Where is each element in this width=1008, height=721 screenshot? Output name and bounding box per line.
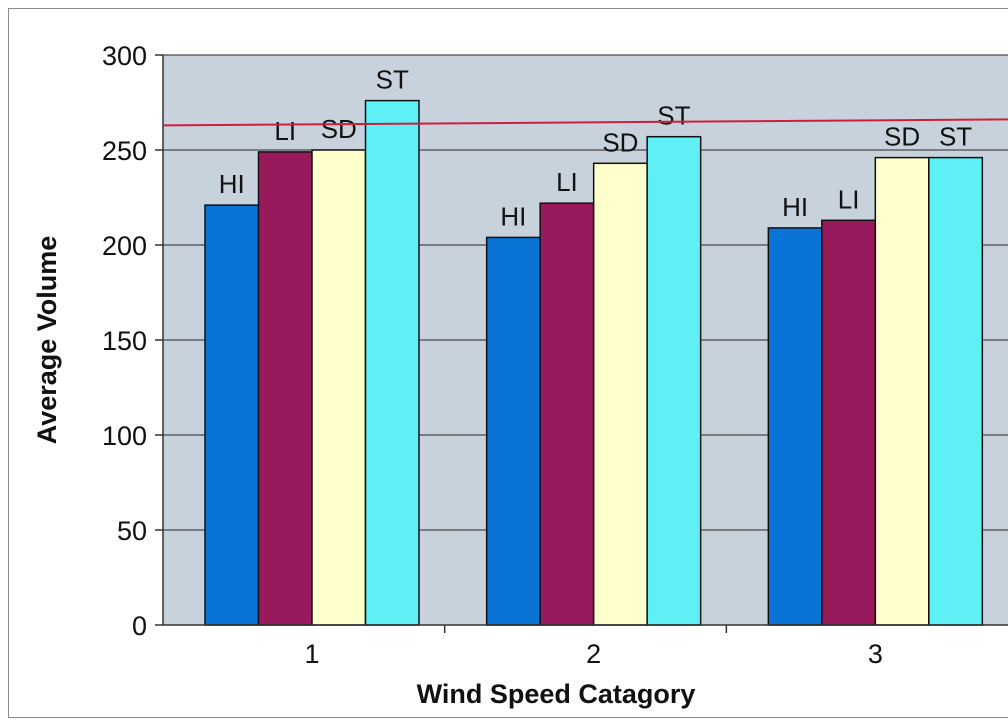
y-tick-label: 100	[102, 421, 147, 451]
bar-sd-2	[592, 162, 648, 626]
y-axis-title: Average Volume	[32, 236, 62, 445]
bar-sd-1	[311, 149, 367, 626]
y-tick-label: 150	[102, 326, 147, 356]
y-tick-label: 0	[132, 611, 147, 641]
bar-label: HI	[500, 201, 526, 231]
bar-sd-3	[874, 156, 930, 626]
y-tick-label: 200	[102, 231, 147, 261]
bar-label: ST	[657, 101, 690, 131]
bar-label: LI	[274, 116, 296, 146]
bar-label: ST	[939, 122, 972, 152]
bar-label: SD	[321, 114, 357, 144]
y-tick-label: 300	[102, 41, 147, 71]
x-axis-title: Wind Speed Catagory	[417, 679, 696, 709]
x-axis-ticks: 1 2 3	[304, 625, 883, 669]
y-tick-label: 50	[117, 516, 147, 546]
bar-label: LI	[838, 184, 860, 214]
bar-li-3	[821, 219, 877, 626]
bar-hi-2	[485, 236, 541, 626]
bars	[204, 99, 984, 626]
bar-labels: HI LI SD ST HI LI SD ST HI LI SD ST	[219, 65, 973, 232]
x-tick-label: 3	[868, 639, 883, 669]
x-tick-label: 2	[586, 639, 601, 669]
bar-label: ST	[376, 65, 409, 95]
bar-li-2	[539, 202, 595, 626]
bar-hi-1	[204, 204, 260, 626]
bar-li-1	[257, 151, 313, 626]
bar-st-1	[364, 99, 420, 626]
x-tick-label: 1	[304, 639, 319, 669]
y-axis-ticks: 0 50 100 150 200 250 300	[102, 41, 163, 641]
bar-label: LI	[556, 167, 578, 197]
bar-label: HI	[219, 169, 245, 199]
bar-st-2	[646, 135, 702, 626]
bar-label: HI	[782, 192, 808, 222]
bar-label: SD	[602, 127, 638, 157]
bar-st-3	[928, 156, 984, 626]
reference-line	[162, 118, 1008, 127]
bar-hi-3	[767, 227, 823, 626]
y-tick-label: 250	[102, 136, 147, 166]
bar-label: SD	[884, 122, 920, 152]
